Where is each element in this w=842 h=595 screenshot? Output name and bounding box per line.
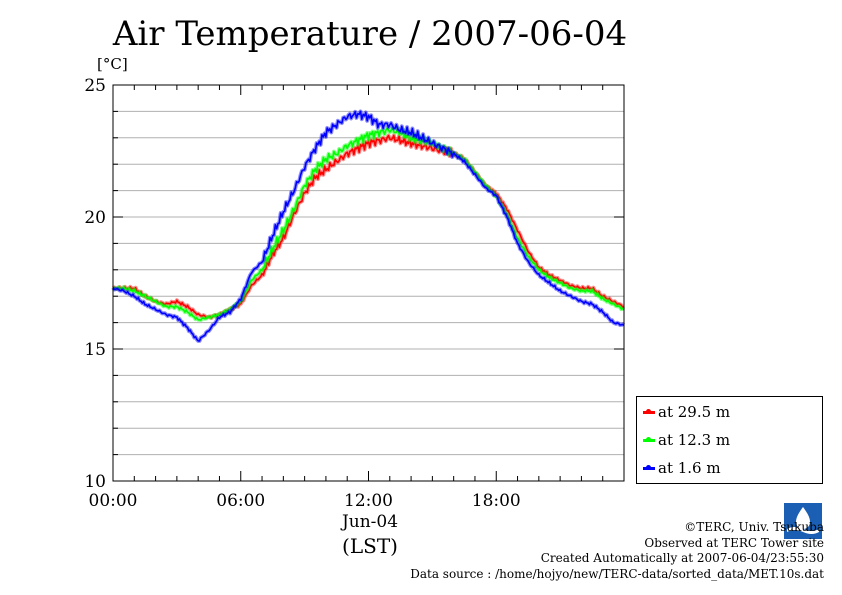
tick-labels: 10 15 20 25 00:00 06:00 12:00 18:00 [84, 76, 520, 511]
grid-lines [113, 110, 624, 456]
legend-item-12-3m: at 12.3 m [643, 429, 730, 451]
plot-frame [112, 84, 625, 482]
y-tick-label: 15 [84, 340, 106, 360]
plot-background [113, 85, 624, 481]
data-source-text: Data source : /home/hojyo/new/TERC-data/… [410, 566, 824, 581]
legend-label: at 12.3 m [658, 431, 731, 449]
legend-swatch-red [643, 408, 655, 414]
x-tick-label: 06:00 [216, 491, 265, 511]
series-line [112, 110, 625, 342]
terc-logo-icon [784, 503, 822, 539]
observed-at-text: Observed at TERC Tower site [644, 535, 824, 550]
series-layer [111, 109, 626, 343]
x-tick-label: 18:00 [472, 491, 521, 511]
footer-credits: ©TERC, Univ. Tsukuba Observed at TERC To… [410, 520, 824, 582]
x-axis-label: (LST) [342, 534, 398, 558]
legend-label: at 1.6 m [658, 459, 721, 477]
chart-title: Air Temperature / 2007-06-04 [112, 14, 628, 54]
created-at-text: Created Automatically at 2007-06-04/23:5… [540, 551, 824, 566]
legend-item-29-5m: at 29.5 m [643, 401, 730, 423]
legend-swatch-green [643, 436, 655, 442]
y-tick-label: 20 [84, 208, 106, 228]
series-line [112, 126, 625, 321]
legend-label: at 29.5 m [658, 403, 731, 421]
legend-item-1-6m: at 1.6 m [643, 457, 721, 479]
y-axis-unit-label: [°C] [97, 55, 128, 73]
copyright-text: ©TERC, Univ. Tsukuba [684, 520, 824, 534]
x-axis-date-label: Jun-04 [341, 512, 399, 532]
y-tick-label: 25 [84, 76, 106, 96]
x-tick-label: 00:00 [89, 491, 138, 511]
series-line [112, 134, 625, 319]
y-tick-label: 10 [84, 472, 106, 492]
x-tick-label: 12:00 [344, 491, 393, 511]
legend-swatch-blue [643, 464, 655, 470]
legend: at 29.5 m at 12.3 m at 1.6 m [636, 396, 823, 484]
